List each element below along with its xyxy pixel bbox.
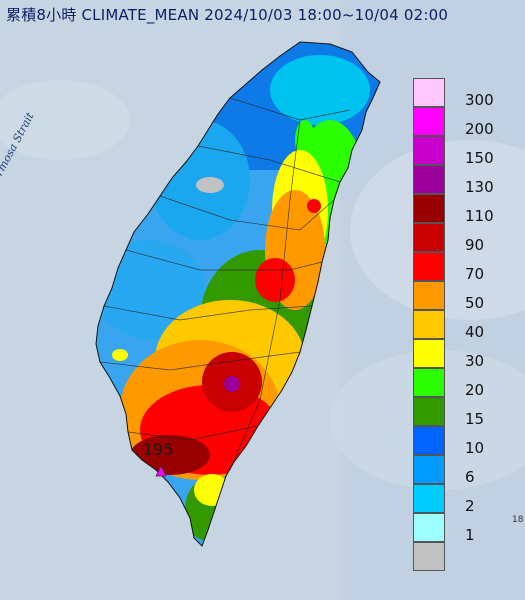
legend-swatch [413,513,445,542]
legend-label: 110 [465,207,494,225]
legend-label: 2 [465,497,475,515]
legend: 300 200 150 130 110 90 70 50 40 30 20 15 10 6 2 1 [413,78,513,571]
legend-label: 90 [465,236,485,254]
legend-label: 50 [465,294,485,312]
legend-swatch [413,281,445,310]
legend-label: 20 [465,381,485,399]
legend-label: 1 [465,526,475,544]
legend-swatch [413,339,445,368]
legend-label: 130 [465,178,494,196]
legend-label: 15 [465,410,485,428]
edge-text: 18 [512,515,524,525]
map-title: 累積8小時 CLIMATE_MEAN 2024/10/03 18:00~10/0… [6,6,449,24]
legend-swatch [413,107,445,136]
legend-swatch [413,397,445,426]
legend-swatch [413,165,445,194]
legend-swatch [413,484,445,513]
legend-label: 6 [465,468,475,486]
legend-label: 40 [465,323,485,341]
max-station-value: 195 [143,440,174,459]
legend-swatch [413,223,445,252]
legend-label: 10 [465,439,485,457]
legend-swatch [413,368,445,397]
legend-label: 150 [465,149,494,167]
legend-label: 70 [465,265,485,283]
legend-swatch [413,78,445,107]
legend-swatch [413,252,445,281]
legend-swatch [413,310,445,339]
legend-swatch [413,426,445,455]
legend-swatch [413,542,445,571]
legend-swatch [413,455,445,484]
legend-label: 30 [465,352,485,370]
legend-swatch [413,194,445,223]
legend-label: 200 [465,120,494,138]
legend-label: 300 [465,91,494,109]
legend-swatch [413,136,445,165]
